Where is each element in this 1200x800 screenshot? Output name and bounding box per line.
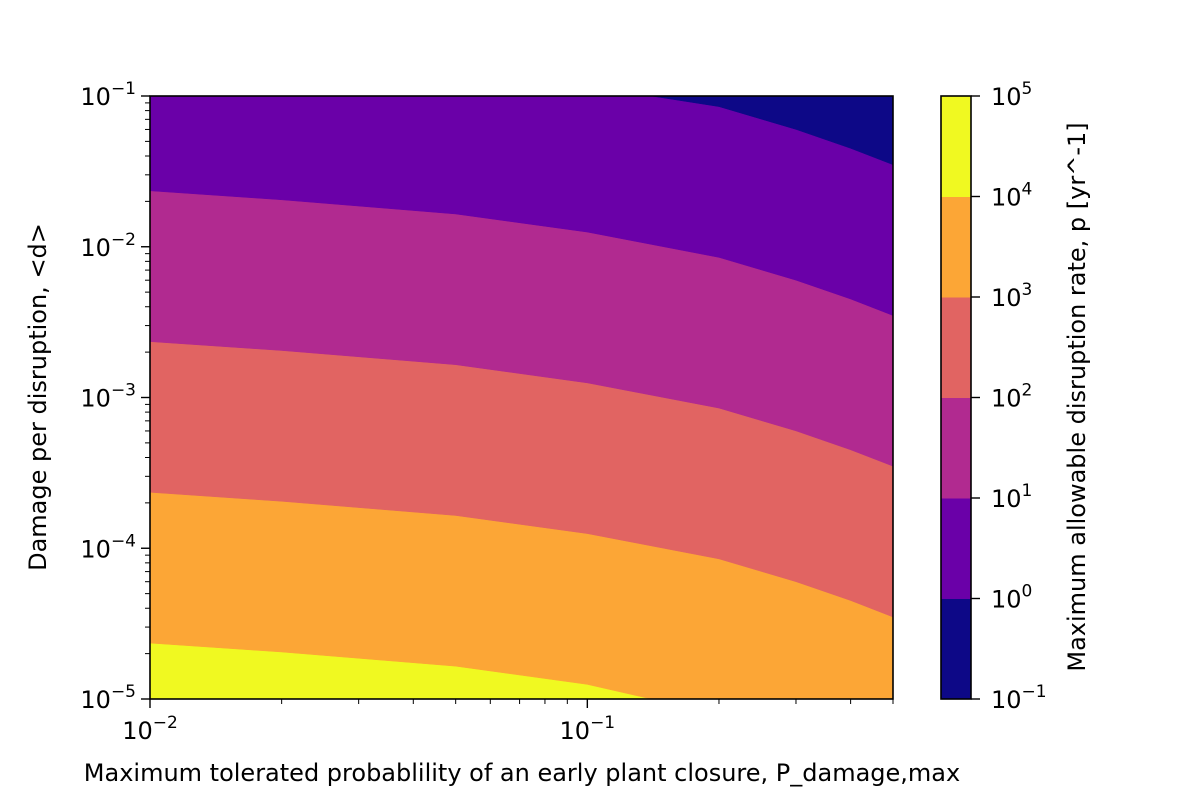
y-axis: 10−5 10−4 10−3 10−2 10−1 xyxy=(80,79,150,714)
x-axis-label: Maximum tolerated probablility of an ear… xyxy=(84,759,960,787)
y-tick-label: 10−4 xyxy=(80,531,136,563)
colorbar-band xyxy=(941,96,971,197)
colorbar-tick-label: 10−1 xyxy=(991,682,1047,714)
colorbar-band xyxy=(941,196,971,298)
x-tick-label: 10−1 xyxy=(560,713,616,745)
colorbar-tick-label: 103 xyxy=(991,280,1032,312)
colorbar-band xyxy=(941,297,971,398)
colorbar-band xyxy=(941,498,971,599)
x-axis: 10−2 10−1 xyxy=(122,699,894,745)
colorbar-band xyxy=(941,397,971,499)
colorbar-band xyxy=(941,598,971,700)
y-tick-label: 10−1 xyxy=(80,79,136,111)
colorbar-tick-label: 105 xyxy=(991,79,1032,111)
plot-area xyxy=(149,95,894,700)
colorbar-tick-label: 101 xyxy=(991,481,1032,513)
y-tick-label: 10−5 xyxy=(80,682,136,714)
colorbar: 10−1 100 101 102 103 104 105 xyxy=(940,79,1047,714)
contour-fills xyxy=(150,96,893,699)
colorbar-label: Maximum allowable disruption rate, p [yr… xyxy=(1063,122,1091,671)
colorbar-tick-label: 102 xyxy=(991,381,1032,413)
y-tick-label: 10−3 xyxy=(80,381,136,413)
x-tick-label: 10−2 xyxy=(122,713,178,745)
y-axis-label: Damage per disruption, <d> xyxy=(24,223,52,571)
contour-band xyxy=(150,96,893,316)
y-tick-label: 10−2 xyxy=(80,230,136,262)
colorbar-tick-label: 100 xyxy=(991,582,1032,614)
colorbar-tick-label: 104 xyxy=(991,180,1032,212)
contour-band xyxy=(651,96,893,165)
